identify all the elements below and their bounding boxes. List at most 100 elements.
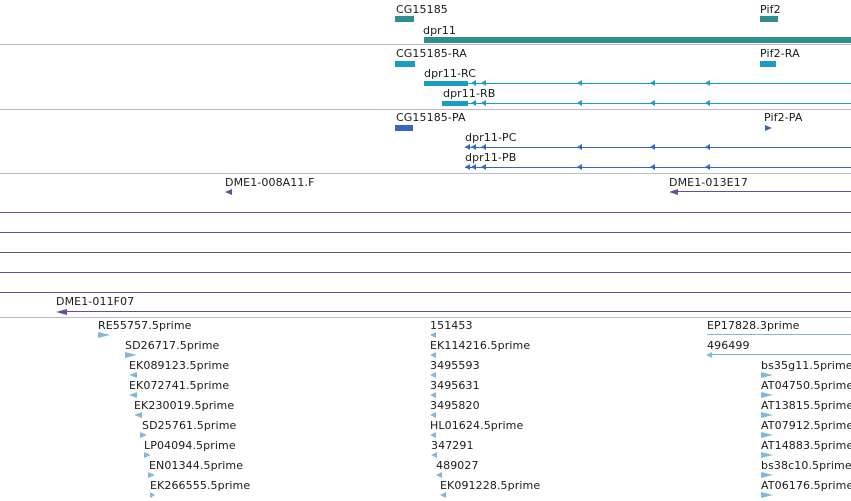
est-feature[interactable] xyxy=(430,412,436,418)
est-label[interactable]: AT06176.5prime xyxy=(761,479,851,492)
est-label[interactable]: 3495820 xyxy=(430,399,480,412)
strand-arrow-icon xyxy=(705,144,710,150)
est-feature[interactable] xyxy=(129,392,137,398)
est-feature[interactable] xyxy=(140,432,147,438)
est-feature[interactable] xyxy=(706,352,712,358)
est-feature[interactable] xyxy=(761,372,773,378)
est-feature[interactable] xyxy=(150,492,155,498)
clone-feature-dme1-013e17[interactable] xyxy=(676,191,851,192)
clone-feature-dme1-011f07[interactable] xyxy=(64,311,851,312)
cds-feature-pif2-pa[interactable] xyxy=(765,125,772,131)
cds-label-dpr11-pb[interactable]: dpr11-PB xyxy=(465,151,517,164)
clone-span-line[interactable] xyxy=(0,212,851,213)
clone-feature-dme1-008a11[interactable] xyxy=(225,189,232,195)
est-label[interactable]: EK089123.5prime xyxy=(129,359,230,372)
strand-arrow-icon xyxy=(465,164,470,170)
est-feature[interactable] xyxy=(761,432,773,438)
est-label[interactable]: AT07912.5prime xyxy=(761,419,851,432)
est-feature[interactable] xyxy=(431,452,437,458)
strand-arrow-icon xyxy=(650,100,655,106)
strand-arrow-icon xyxy=(471,164,476,170)
est-feature[interactable] xyxy=(148,472,155,478)
est-feature[interactable] xyxy=(436,472,442,478)
est-feature[interactable] xyxy=(430,432,436,438)
gene-label-dpr11[interactable]: dpr11 xyxy=(423,24,456,37)
mrna-label-dpr11-rc[interactable]: dpr11-RC xyxy=(424,67,477,80)
cds-label-dpr11-pc[interactable]: dpr11-PC xyxy=(465,131,517,144)
est-feature[interactable] xyxy=(761,452,773,458)
mrna-label-dpr11-rb[interactable]: dpr11-RB xyxy=(443,87,496,100)
est-feature[interactable] xyxy=(430,352,436,358)
clone-arrow-icon xyxy=(56,309,67,315)
clone-span-line[interactable] xyxy=(0,232,851,233)
est-feature[interactable] xyxy=(761,472,773,478)
est-label[interactable]: EK266555.5prime xyxy=(150,479,251,492)
est-label[interactable]: HL01624.5prime xyxy=(430,419,524,432)
est-feature[interactable] xyxy=(430,392,436,398)
clone-arrow-icon xyxy=(669,189,678,195)
strand-arrow-icon xyxy=(471,100,476,106)
cds-label-pif2-pa[interactable]: Pif2-PA xyxy=(764,111,803,124)
est-label[interactable]: 347291 xyxy=(431,439,474,452)
strand-arrow-icon xyxy=(705,100,710,106)
est-feature[interactable] xyxy=(761,492,773,498)
clone-label-dme1-011f07[interactable]: DME1-011F07 xyxy=(56,295,135,308)
mrna-label-cg15185-ra[interactable]: CG15185-RA xyxy=(396,47,467,60)
cds-label-cg15185-pa[interactable]: CG15185-PA xyxy=(396,111,466,124)
clone-span-line[interactable] xyxy=(0,292,851,293)
est-label[interactable]: EP17828.3prime xyxy=(707,319,800,332)
est-label[interactable]: EN01344.5prime xyxy=(149,459,244,472)
strand-arrow-icon xyxy=(705,80,710,86)
est-label[interactable]: bs38c10.5prime xyxy=(761,459,851,472)
est-label[interactable]: 3495593 xyxy=(430,359,480,372)
est-label[interactable]: SD26717.5prime xyxy=(125,339,220,352)
gene-label-pif2[interactable]: Pif2 xyxy=(760,3,781,16)
est-label[interactable]: EK091228.5prime xyxy=(440,479,541,492)
est-label[interactable]: EK072741.5prime xyxy=(129,379,230,392)
est-label[interactable]: 489027 xyxy=(436,459,479,472)
mrna-feature-cg15185-ra[interactable] xyxy=(395,61,415,67)
est-feature[interactable] xyxy=(98,332,110,338)
strand-arrow-icon xyxy=(471,144,476,150)
est-feature[interactable] xyxy=(707,334,851,335)
cds-feature-cg15185-pa[interactable] xyxy=(395,125,413,131)
est-feature[interactable] xyxy=(144,452,151,458)
est-feature[interactable] xyxy=(761,392,773,398)
clone-span-line[interactable] xyxy=(0,252,851,253)
est-label[interactable]: LP04094.5prime xyxy=(144,439,236,452)
strand-arrow-icon xyxy=(650,164,655,170)
est-label[interactable]: AT04750.5prime xyxy=(761,379,851,392)
track-separator xyxy=(0,44,851,45)
est-label[interactable]: AT13815.5prime xyxy=(761,399,851,412)
mrna-exon-dpr11-rc[interactable] xyxy=(424,81,468,86)
est-feature[interactable] xyxy=(761,412,773,418)
est-feature[interactable] xyxy=(430,332,436,338)
mrna-exon-dpr11-rb[interactable] xyxy=(442,101,468,106)
gene-feature-dpr11[interactable] xyxy=(424,37,851,43)
est-label[interactable]: EK230019.5prime xyxy=(134,399,235,412)
est-feature[interactable] xyxy=(125,352,137,358)
est-feature[interactable] xyxy=(430,372,436,378)
est-label[interactable]: EK114216.5prime xyxy=(430,339,531,352)
gene-feature-cg15185[interactable] xyxy=(395,16,414,22)
strand-arrow-icon xyxy=(465,144,470,150)
est-label[interactable]: RE55757.5prime xyxy=(98,319,192,332)
clone-span-line[interactable] xyxy=(0,272,851,273)
est-feature[interactable] xyxy=(129,372,137,378)
est-feature[interactable] xyxy=(134,412,142,418)
est-label[interactable]: 151453 xyxy=(430,319,473,332)
clone-label-dme1-013e17[interactable]: DME1-013E17 xyxy=(669,176,748,189)
gene-feature-pif2[interactable] xyxy=(760,16,778,22)
clone-label-dme1-008a11[interactable]: DME1-008A11.F xyxy=(225,176,315,189)
est-label[interactable]: SD25761.5prime xyxy=(142,419,237,432)
est-label[interactable]: AT14883.5prime xyxy=(761,439,851,452)
est-feature[interactable] xyxy=(440,492,446,498)
est-label[interactable]: 496499 xyxy=(707,339,750,352)
est-label[interactable]: 3495631 xyxy=(430,379,480,392)
est-label[interactable]: bs35g11.5prime xyxy=(761,359,851,372)
gene-label-cg15185[interactable]: CG15185 xyxy=(396,3,448,16)
cds-intron-line-dpr11-pc xyxy=(465,147,851,148)
mrna-label-pif2-ra[interactable]: Pif2-RA xyxy=(760,47,800,60)
mrna-feature-pif2-ra[interactable] xyxy=(760,61,776,67)
